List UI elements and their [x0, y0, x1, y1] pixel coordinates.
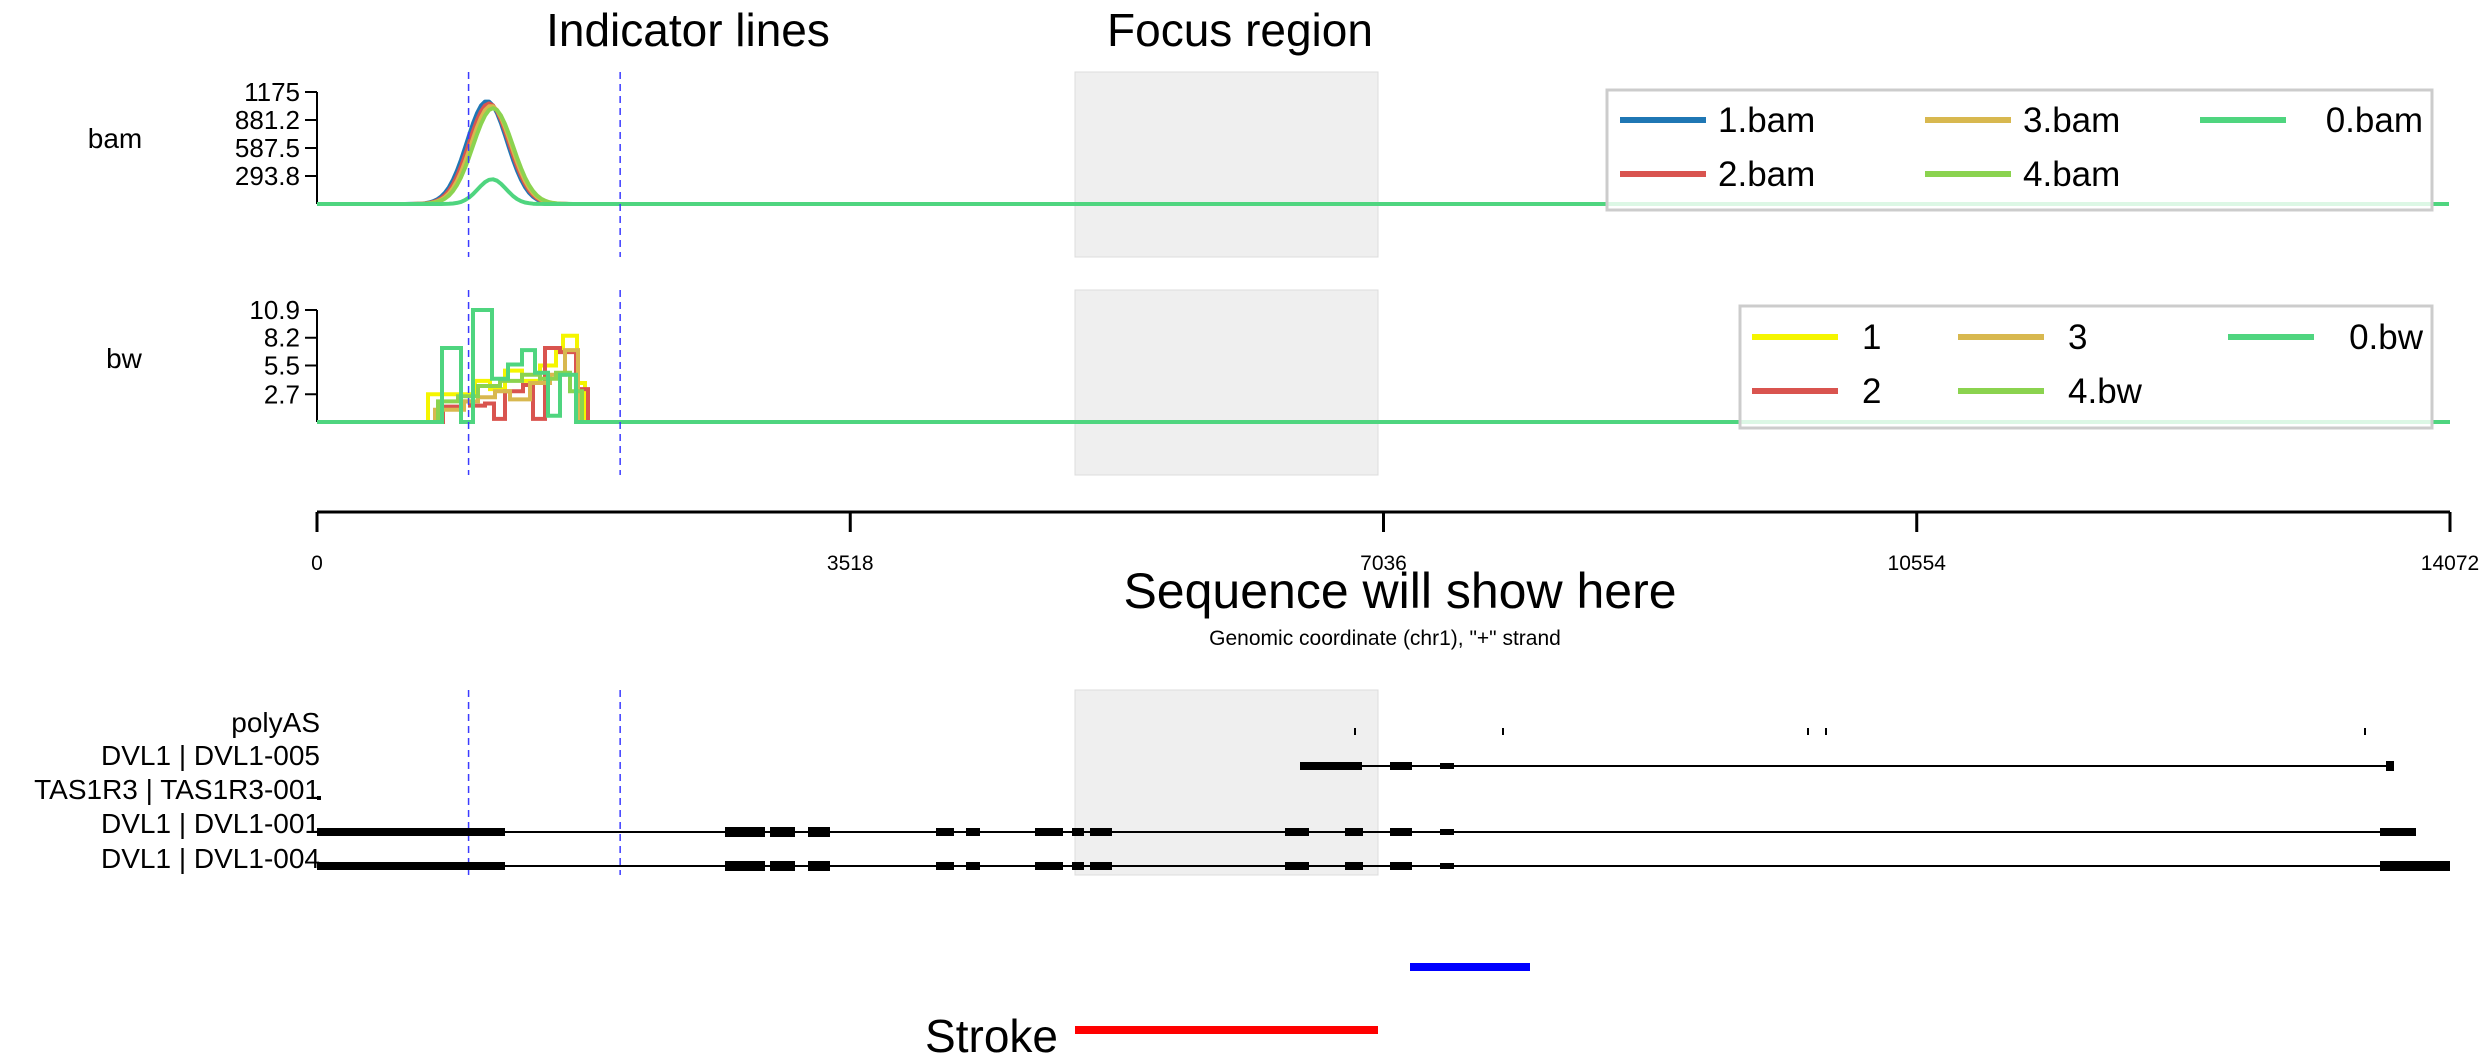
exon [1035, 828, 1063, 836]
coordinate-axis-label: Genomic coordinate (chr1), "+" strand [1209, 627, 1561, 650]
bw-legend-box [1738, 304, 2434, 430]
bw-legend-label: 2 [1862, 372, 1881, 411]
exon [808, 827, 830, 837]
transcript-dvl1-004 [317, 861, 2450, 871]
annotation-label-dvl1-005: DVL1 | DVL1-005 [101, 740, 320, 771]
exon [2386, 761, 2394, 771]
coordinate-tick-label: 10554 [1888, 552, 1947, 575]
bw-series-line [317, 308, 2450, 424]
bw-legend-label: 1 [1862, 318, 1881, 357]
exon [1345, 862, 1363, 870]
bw-legend-label: 4.bw [2068, 372, 2143, 411]
transcript-dvl1-001 [317, 827, 2416, 837]
exon [2380, 861, 2450, 871]
exon [1090, 828, 1112, 836]
bw-y-axis: 10.98.25.52.7 [249, 295, 318, 422]
exon [1390, 862, 1412, 870]
exon [770, 827, 795, 837]
exon [966, 828, 980, 836]
coordinate-axis: 0 3518 7036 10554 14072 Sequence will show h… [311, 510, 2479, 650]
coordinate-tick-label: 7036 [1360, 552, 1407, 575]
indicator-lines [467, 72, 621, 875]
focus-rect-bw [1074, 289, 1379, 476]
exon [966, 862, 980, 870]
bam-legend-label: 4.bam [2023, 155, 2120, 194]
bw-series-line [317, 348, 2450, 424]
exon [1035, 862, 1063, 870]
annotation-track-labels: polyAS DVL1 | DVL1-005 TAS1R3 | TAS1R3-0… [34, 707, 320, 874]
bw-legend: 1 2 3 4.bw 0.bw [1738, 304, 2434, 430]
bw-legend-label: 3 [2068, 318, 2087, 357]
bam-y-tick-label: 1175 [244, 77, 300, 107]
bam-y-tick-label: 587.5 [235, 133, 300, 163]
indicator-lines-heading: Indicator lines [546, 4, 830, 56]
bam-legend-label: 3.bam [2023, 101, 2120, 140]
sequence-placeholder-text: Sequence will show here [1123, 563, 1676, 619]
bam-legend-label: 0.bam [2326, 101, 2423, 140]
bw-track-label: bw [106, 343, 143, 374]
focus-region-shading [1074, 71, 1379, 876]
coordinate-tick-label: 3518 [827, 552, 874, 575]
exon [1072, 828, 1084, 836]
exon [1440, 763, 1454, 769]
annotation-label-dvl1-001: DVL1 | DVL1-001 [101, 808, 320, 839]
bw-series-line [317, 370, 2450, 424]
transcript-dvl1-005 [1300, 761, 2394, 771]
bam-legend-box [1605, 88, 2434, 212]
bam-y-tick-label: 881.2 [235, 105, 300, 135]
annotation-label-dvl1-004: DVL1 | DVL1-004 [101, 843, 320, 874]
bw-legend-label: 0.bw [2349, 318, 2424, 357]
exon [936, 828, 954, 836]
exon [1090, 862, 1112, 870]
exon [1285, 862, 1309, 870]
coordinate-tick-label: 14072 [2421, 552, 2479, 575]
exon [317, 862, 505, 870]
exon [725, 827, 765, 837]
exon [936, 862, 954, 870]
coordinate-tick-label: 0 [311, 552, 323, 575]
annotation-label-polyas: polyAS [231, 707, 320, 738]
bw-y-tick-label: 2.7 [264, 379, 300, 409]
stroke-label: Stroke [925, 1010, 1058, 1062]
exon [1345, 828, 1363, 836]
exon [725, 861, 765, 871]
focus-rect-annotation [1074, 689, 1379, 876]
exon [317, 828, 505, 836]
exon [808, 861, 830, 871]
annotation-label-tas1r3-001: TAS1R3 | TAS1R3-001 [34, 774, 320, 805]
exon [770, 861, 795, 871]
polyas-marks [1354, 728, 2366, 735]
exon [2380, 828, 2416, 836]
exon [1390, 828, 1412, 836]
exon [1285, 828, 1309, 836]
focus-rect-bam [1074, 71, 1379, 258]
bam-legend: 1.bam 2.bam 3.bam 4.bam 0.bam [1605, 88, 2434, 212]
exon [1390, 762, 1412, 770]
bw-signal-curves [317, 308, 2450, 424]
exon [1440, 863, 1454, 869]
bam-legend-label: 1.bam [1718, 101, 1815, 140]
exon [1440, 829, 1454, 835]
bw-y-tick-label: 8.2 [264, 323, 300, 353]
focus-region-heading: Focus region [1107, 4, 1373, 56]
exon [1072, 862, 1084, 870]
bam-y-tick-label: 293.8 [235, 161, 300, 191]
exon [1300, 762, 1362, 770]
transcript-tas1r3-001 [317, 796, 321, 800]
bw-y-tick-label: 10.9 [249, 295, 300, 325]
bw-y-tick-label: 5.5 [264, 350, 300, 380]
bam-track-label: bam [88, 123, 142, 154]
bam-legend-label: 2.bam [1718, 155, 1815, 194]
